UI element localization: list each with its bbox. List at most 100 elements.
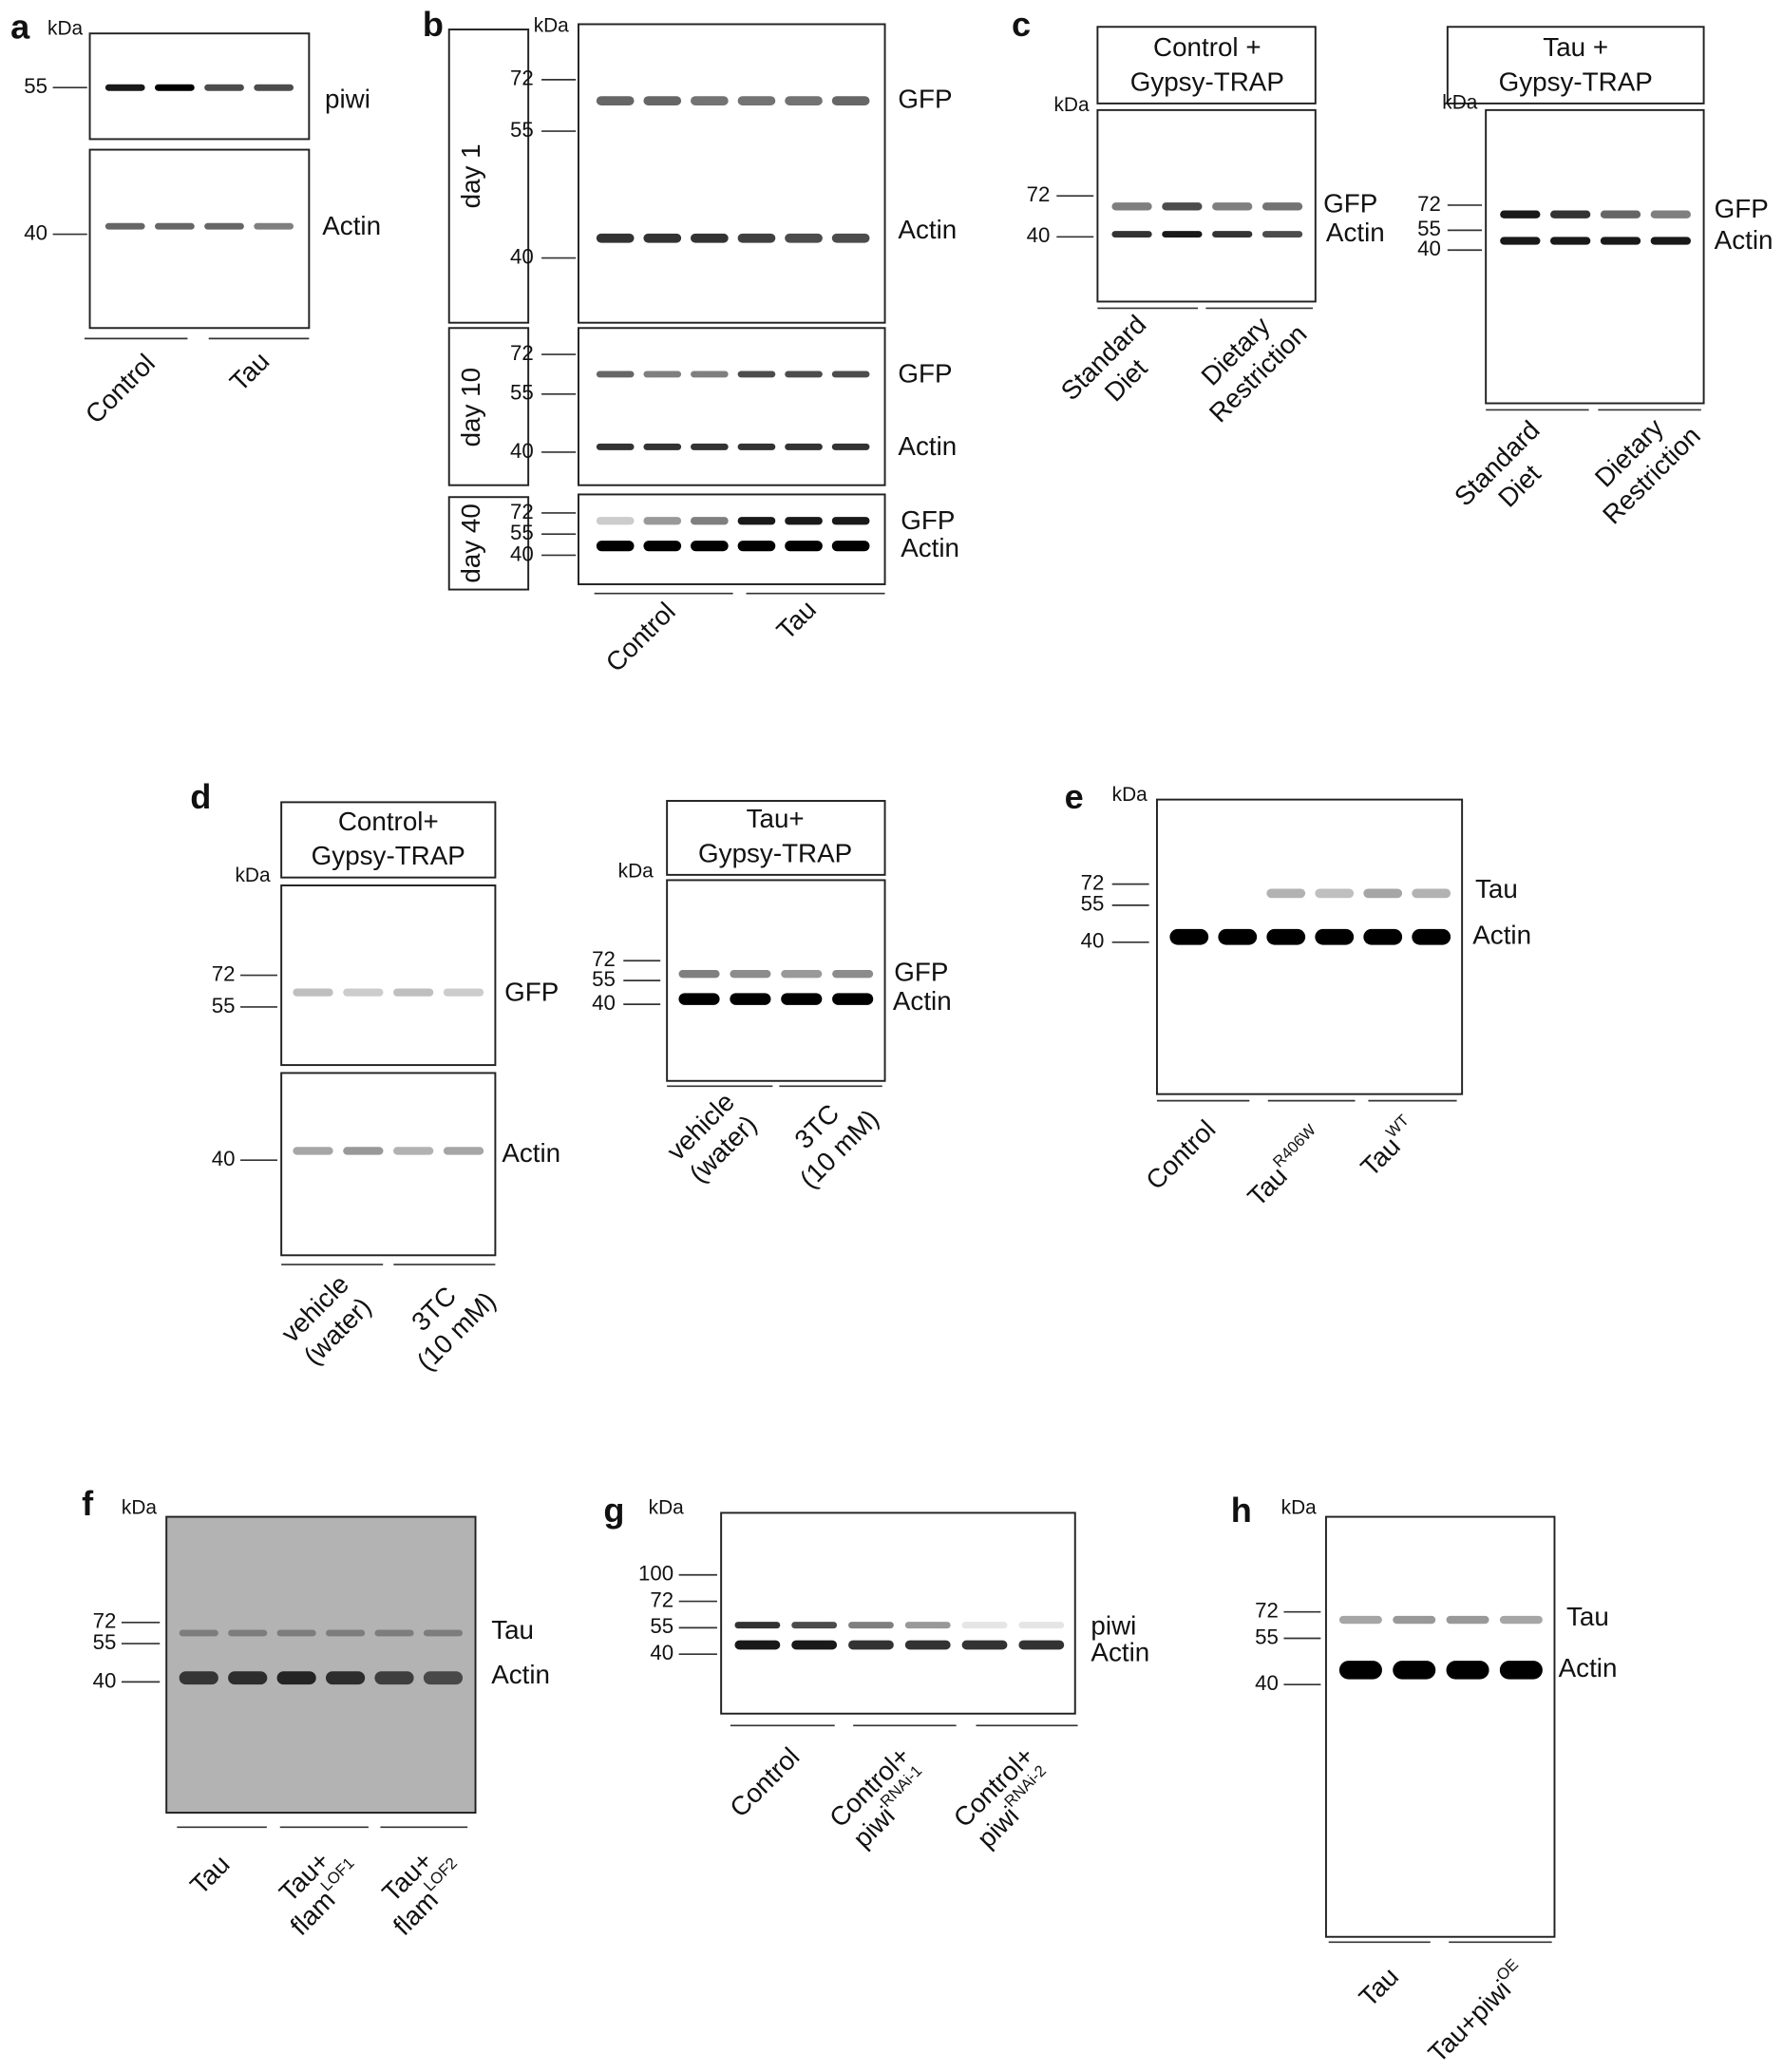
band bbox=[643, 443, 682, 450]
band bbox=[691, 371, 729, 378]
marker-label: 72 bbox=[510, 500, 534, 523]
band bbox=[254, 222, 294, 230]
marker-label: 100 bbox=[638, 1562, 673, 1586]
band bbox=[423, 1629, 464, 1637]
band bbox=[961, 1640, 1008, 1650]
group-label: Control bbox=[724, 1741, 805, 1822]
blot-label: Tau bbox=[491, 1615, 534, 1644]
band bbox=[1261, 231, 1303, 238]
group-text: Tau bbox=[184, 1849, 236, 1900]
marker-label: 40 bbox=[592, 991, 616, 1015]
group-label: Control+piwiRNAi-1 bbox=[824, 1740, 926, 1853]
band bbox=[1393, 1661, 1436, 1680]
gel-title: Tau+ bbox=[747, 804, 805, 833]
band bbox=[691, 541, 729, 552]
band bbox=[737, 517, 776, 525]
band bbox=[737, 233, 776, 243]
kda-label: kDa bbox=[618, 861, 654, 883]
day-label: day 40 bbox=[456, 504, 485, 582]
group-text: TauWT bbox=[1353, 1112, 1424, 1183]
marker-label: 55 bbox=[510, 118, 534, 142]
band bbox=[848, 1622, 894, 1629]
band bbox=[104, 84, 145, 91]
group-label: Tau+piwiOE bbox=[1420, 1955, 1533, 2068]
group-text: Control bbox=[1140, 1114, 1221, 1195]
gel-title: Gypsy-TRAP bbox=[312, 841, 465, 870]
band bbox=[293, 1147, 333, 1155]
marker-label: 72 bbox=[212, 961, 236, 985]
band bbox=[596, 96, 635, 105]
band bbox=[1650, 237, 1691, 245]
group-label: vehicle(water) bbox=[661, 1087, 763, 1188]
group-label: vehicle(water) bbox=[275, 1269, 377, 1371]
day-box bbox=[447, 496, 530, 591]
band bbox=[1338, 1661, 1382, 1680]
marker-label: 40 bbox=[1255, 1671, 1279, 1695]
group-text: Tau+piwiOE bbox=[1420, 1955, 1533, 2068]
blot-label: Actin bbox=[1559, 1653, 1618, 1682]
band bbox=[204, 222, 244, 230]
blot-box bbox=[1485, 108, 1705, 405]
group-label: Tau bbox=[1354, 1962, 1405, 2013]
band bbox=[831, 96, 870, 105]
band bbox=[1169, 928, 1209, 945]
band bbox=[678, 969, 720, 979]
marker-label: 40 bbox=[510, 244, 534, 268]
group-text: Control bbox=[600, 597, 681, 677]
marker-label: 40 bbox=[510, 439, 534, 463]
band bbox=[1111, 202, 1152, 211]
group-label: Control bbox=[1140, 1114, 1221, 1195]
band bbox=[1315, 888, 1355, 899]
band bbox=[228, 1671, 268, 1685]
marker-label: 55 bbox=[1255, 1625, 1279, 1648]
kda-label: kDa bbox=[1112, 784, 1148, 806]
band bbox=[228, 1629, 268, 1637]
group-label: Tau+flamLOF2 bbox=[376, 1846, 461, 1941]
band bbox=[326, 1671, 366, 1685]
band bbox=[276, 1629, 316, 1637]
marker-label: 72 bbox=[510, 341, 534, 365]
marker-label: 55 bbox=[650, 1614, 673, 1638]
band bbox=[737, 371, 776, 378]
blot-label: GFP bbox=[504, 977, 559, 1006]
band bbox=[1500, 237, 1541, 245]
title-box bbox=[280, 801, 497, 879]
group-label: Tau+flamLOF1 bbox=[274, 1846, 358, 1941]
band bbox=[1550, 210, 1591, 219]
band bbox=[443, 988, 484, 997]
marker-label: 72 bbox=[1027, 182, 1051, 206]
marker-label: 55 bbox=[510, 381, 534, 405]
band bbox=[1212, 202, 1253, 211]
band bbox=[904, 1640, 951, 1650]
blot-label: GFP bbox=[898, 359, 952, 389]
group-text: Control bbox=[80, 348, 161, 428]
group-text: Tau bbox=[224, 346, 275, 397]
group-text: TauR406W bbox=[1240, 1121, 1331, 1212]
marker-label: 55 bbox=[24, 74, 47, 98]
band bbox=[904, 1622, 951, 1629]
marker-label: 55 bbox=[510, 521, 534, 544]
blot-box bbox=[280, 1072, 497, 1257]
group-label: Tau bbox=[224, 346, 275, 397]
band bbox=[1500, 210, 1541, 219]
band bbox=[1550, 237, 1591, 245]
band bbox=[179, 1671, 218, 1685]
panel-label: b bbox=[423, 5, 444, 44]
panel-label: c bbox=[1012, 5, 1031, 44]
band bbox=[374, 1671, 414, 1685]
marker-label: 55 bbox=[93, 1630, 117, 1654]
panel-label: a bbox=[10, 8, 30, 47]
kda-label: kDa bbox=[122, 1497, 157, 1519]
band bbox=[1111, 231, 1152, 238]
marker-label: 72 bbox=[510, 67, 534, 90]
band bbox=[781, 993, 823, 1005]
marker-label: 40 bbox=[510, 542, 534, 565]
band bbox=[785, 517, 823, 525]
group-label: 3TC(10 mM) bbox=[788, 1098, 884, 1194]
band bbox=[643, 96, 682, 105]
band bbox=[1446, 1615, 1489, 1625]
band bbox=[730, 969, 771, 979]
kda-label: kDa bbox=[534, 15, 569, 37]
band bbox=[104, 222, 145, 230]
